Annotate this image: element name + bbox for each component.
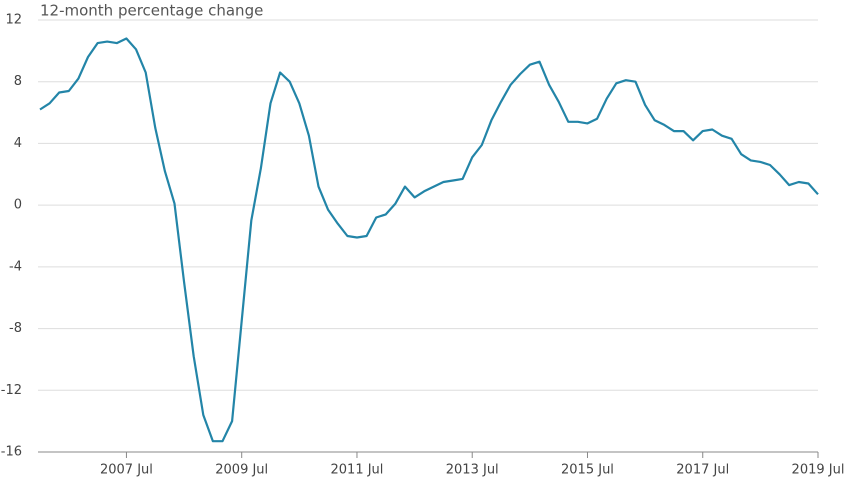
y-tick-label: 12 [5,13,22,28]
y-tick-label: -8 [9,321,22,336]
x-tick-label: 2017 Jul [676,463,729,478]
x-tick-label: 2009 Jul [215,463,268,478]
data-line [39,37,819,443]
y-tick-label: -12 [1,383,22,398]
y-tick-label: 4 [14,136,22,151]
y-tick-label: 0 [14,198,22,213]
x-tick-label: 2011 Jul [331,463,384,478]
y-axis-label: 12-month percentage change [40,2,263,20]
y-tick-label: 8 [14,74,22,89]
x-tick-label: 2015 Jul [561,463,614,478]
y-tick-label: -16 [1,445,22,460]
x-tick-label: 2019 Jul [792,463,845,478]
x-tick-label: 2007 Jul [100,463,153,478]
x-tick-label: 2013 Jul [446,463,499,478]
y-tick-label: -4 [9,259,22,274]
